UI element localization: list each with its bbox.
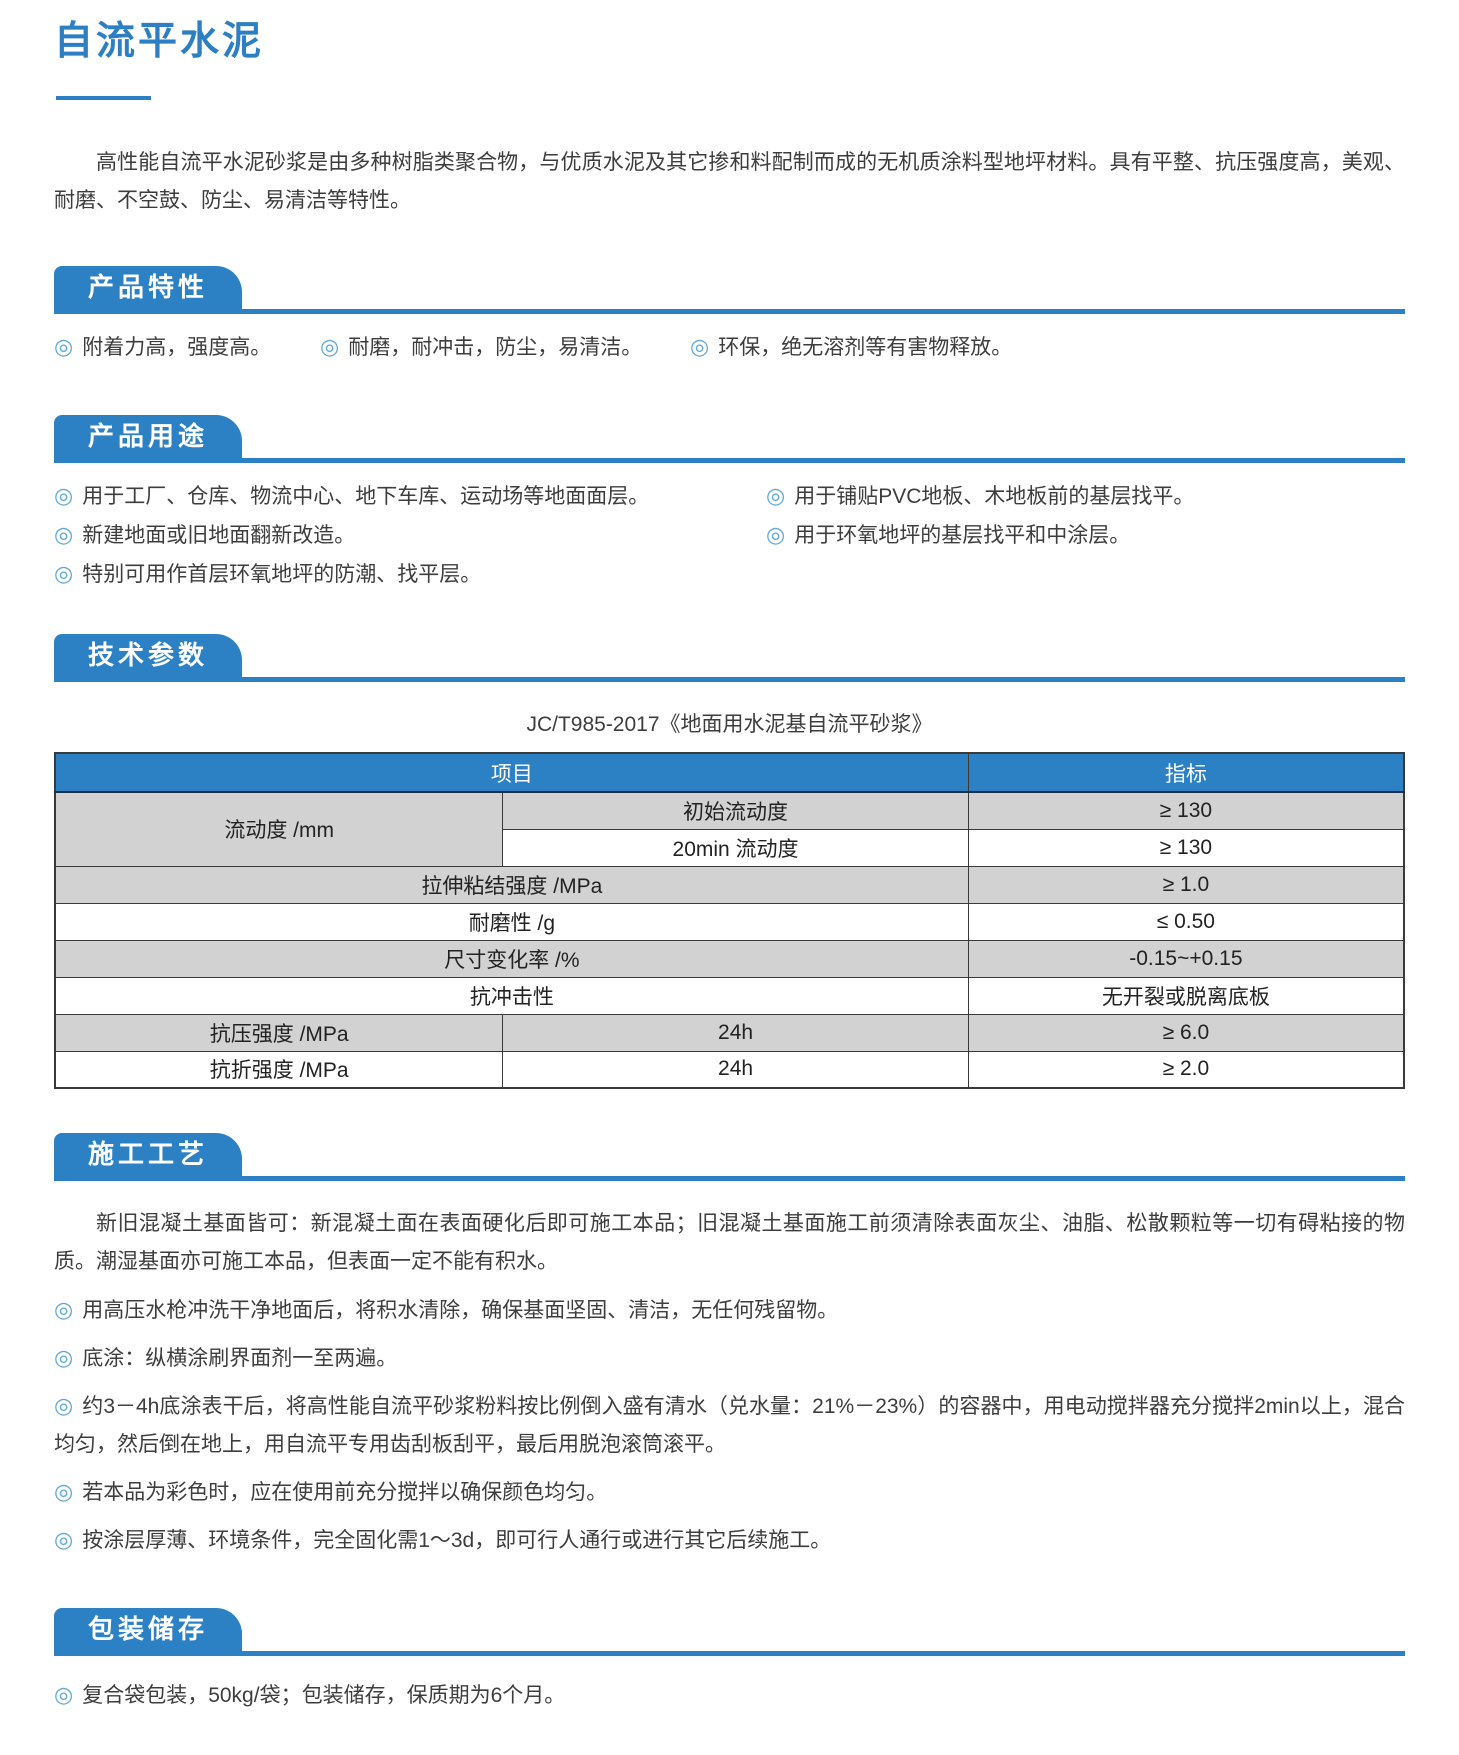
uses-list: ◎ 用于工厂、仓库、物流中心、地下车库、运动场等地面面层。 ◎ 新建地面或旧地面翻新… [54, 477, 1405, 594]
spec-table: 项目 指标 流动度 /mm 初始流动度 ≥ 130 20min 流动度 ≥ 13… [54, 752, 1405, 1089]
bullseye-bullet-icon: ◎ [54, 1297, 74, 1322]
feature-item: ◎ 附着力高，强度高。 [54, 328, 320, 367]
process-item-text: 用高压水枪冲洗干净地面后，将积水清除，确保基面坚固、清洁，无任何残留物。 [82, 1299, 839, 1322]
table-row: 流动度 /mm 初始流动度 ≥ 130 [54, 791, 1405, 867]
cell-flexural-label: 抗折强度 /MPa [54, 1050, 504, 1089]
section-header-tech: 技术参数 [54, 634, 1405, 682]
feature-item-text: 环保，绝无溶剂等有害物释放。 [718, 336, 1013, 359]
process-list: ◎ 用高压水枪冲洗干净地面后，将积水清除，确保基面坚固、清洁，无任何残留物。 ◎ 底… [54, 1291, 1405, 1560]
features-list: ◎ 附着力高，强度高。 ◎ 耐磨，耐冲击，防尘，易清洁。 ◎ 环保，绝无溶剂等有害物释… [54, 328, 1405, 367]
use-item: ◎ 新建地面或旧地面翻新改造。 [54, 516, 766, 555]
page-title: 自流平水泥 [54, 20, 265, 63]
section-header-features: 产品特性 [54, 266, 1405, 314]
cell-compressive-value: ≥ 6.0 [967, 1013, 1405, 1052]
use-item: ◎ 用于环氧地坪的基层找平和中涂层。 [766, 516, 1405, 555]
bullseye-bullet-icon: ◎ [54, 334, 74, 359]
cell-flow-initial-value: ≥ 130 [967, 791, 1405, 830]
use-item-text: 特别可用作首层环氧地坪的防潮、找平层。 [82, 563, 482, 586]
cell-dimension-value: -0.15~+0.15 [967, 939, 1405, 978]
title-underline [56, 96, 151, 100]
cell-compressive-label: 抗压强度 /MPa [54, 1013, 504, 1052]
uses-list-left: ◎ 用于工厂、仓库、物流中心、地下车库、运动场等地面面层。 ◎ 新建地面或旧地面翻新… [54, 477, 766, 594]
section-tab-features: 产品特性 [54, 266, 243, 309]
packaging-item-text: 复合袋包装，50kg/袋；包装储存，保质期为6个月。 [82, 1684, 566, 1707]
bullseye-bullet-icon: ◎ [54, 1345, 74, 1370]
section-tab-tech: 技术参数 [54, 634, 243, 677]
process-paragraph: 新旧混凝土基面皆可：新混凝土面在表面硬化后即可施工本品；旧混凝土基面施工前须清除… [54, 1212, 1405, 1273]
use-item: ◎ 特别可用作首层环氧地坪的防潮、找平层。 [54, 555, 766, 594]
process-item-text: 约3－4h底涂表干后，将高性能自流平砂浆粉料按比例倒入盛有清水（兑水量：21%－… [54, 1395, 1405, 1456]
section-header-packaging: 包装储存 [54, 1608, 1405, 1656]
intro-paragraph: 高性能自流平水泥砂浆是由多种树脂类聚合物，与优质水泥及其它掺和料配制而成的无机质… [54, 151, 1405, 212]
use-item: ◎ 用于工厂、仓库、物流中心、地下车库、运动场等地面面层。 [54, 477, 766, 516]
uses-list-right: ◎ 用于铺贴PVC地板、木地板前的基层找平。 ◎ 用于环氧地坪的基层找平和中涂层。 [766, 477, 1405, 594]
cell-flow-label: 流动度 /mm [54, 791, 504, 867]
table-row: 抗折强度 /MPa 24h ≥ 2.0 [54, 1050, 1405, 1089]
process-item: ◎ 若本品为彩色时，应在使用前充分搅拌以确保颜色均匀。 [54, 1473, 1405, 1512]
use-item-text: 新建地面或旧地面翻新改造。 [82, 524, 356, 547]
section-tab-packaging: 包装储存 [54, 1608, 243, 1651]
bullseye-bullet-icon: ◎ [766, 483, 786, 508]
cell-impact-value: 无开裂或脱离底板 [967, 976, 1405, 1015]
use-item-text: 用于铺贴PVC地板、木地板前的基层找平。 [794, 485, 1195, 508]
bullseye-bullet-icon: ◎ [54, 1393, 74, 1418]
process-item-text: 按涂层厚薄、环境条件，完全固化需1～3d，即可行人通行或进行其它后续施工。 [82, 1529, 832, 1552]
cell-flow-initial: 初始流动度 [502, 791, 969, 830]
feature-item-text: 附着力高，强度高。 [82, 336, 272, 359]
section-tab-uses: 产品用途 [54, 415, 243, 458]
feature-item-text: 耐磨，耐冲击，防尘，易清洁。 [348, 336, 643, 359]
cell-tensile-value: ≥ 1.0 [967, 865, 1405, 904]
bullseye-bullet-icon: ◎ [54, 522, 74, 547]
use-item-text: 用于环氧地坪的基层找平和中涂层。 [794, 524, 1131, 547]
cell-abrasion-value: ≤ 0.50 [967, 902, 1405, 941]
process-item: ◎ 用高压水枪冲洗干净地面后，将积水清除，确保基面坚固、清洁，无任何残留物。 [54, 1291, 1405, 1330]
cell-compressive-time: 24h [502, 1013, 969, 1052]
feature-item: ◎ 耐磨，耐冲击，防尘，易清洁。 [320, 328, 690, 367]
table-row: 拉伸粘结强度 /MPa ≥ 1.0 [54, 865, 1405, 904]
feature-item: ◎ 环保，绝无溶剂等有害物释放。 [690, 328, 1405, 367]
bullseye-bullet-icon: ◎ [766, 522, 786, 547]
process-item: ◎ 按涂层厚薄、环境条件，完全固化需1～3d，即可行人通行或进行其它后续施工。 [54, 1521, 1405, 1560]
table-header-row: 项目 指标 [54, 752, 1405, 793]
table-row: 耐磨性 /g ≤ 0.50 [54, 902, 1405, 941]
use-item-text: 用于工厂、仓库、物流中心、地下车库、运动场等地面面层。 [82, 485, 650, 508]
table-row: 抗冲击性 无开裂或脱离底板 [54, 976, 1405, 1015]
process-item-text: 若本品为彩色时，应在使用前充分搅拌以确保颜色均匀。 [82, 1481, 608, 1504]
section-header-process: 施工工艺 [54, 1133, 1405, 1181]
cell-abrasion-label: 耐磨性 /g [54, 902, 969, 941]
bullseye-bullet-icon: ◎ [54, 1682, 74, 1707]
col-header-item: 项目 [54, 752, 969, 793]
bullseye-bullet-icon: ◎ [54, 1527, 74, 1552]
cell-flexural-value: ≥ 2.0 [967, 1050, 1405, 1089]
packaging-list: ◎ 复合袋包装，50kg/袋；包装储存，保质期为6个月。 [54, 1676, 1405, 1715]
bullseye-bullet-icon: ◎ [54, 483, 74, 508]
cell-dimension-label: 尺寸变化率 /% [54, 939, 969, 978]
table-row: 20min 流动度 ≥ 130 [55, 828, 1405, 867]
table-caption: JC/T985-2017《地面用水泥基自流平砂浆》 [526, 713, 933, 736]
process-item: ◎ 底涂：纵横涂刷界面剂一至两遍。 [54, 1339, 1405, 1378]
table-row: 抗压强度 /MPa 24h ≥ 6.0 [54, 1013, 1405, 1052]
use-item: ◎ 用于铺贴PVC地板、木地板前的基层找平。 [766, 477, 1405, 516]
cell-tensile-label: 拉伸粘结强度 /MPa [54, 865, 969, 904]
process-item-text: 底涂：纵横涂刷界面剂一至两遍。 [82, 1347, 398, 1370]
process-item: ◎ 约3－4h底涂表干后，将高性能自流平砂浆粉料按比例倒入盛有清水（兑水量：21%… [54, 1387, 1405, 1464]
bullseye-bullet-icon: ◎ [54, 561, 74, 586]
packaging-item: ◎ 复合袋包装，50kg/袋；包装储存，保质期为6个月。 [54, 1676, 1405, 1715]
section-tab-process: 施工工艺 [54, 1133, 243, 1176]
bullseye-bullet-icon: ◎ [54, 1479, 74, 1504]
bullseye-bullet-icon: ◎ [320, 334, 340, 359]
cell-impact-label: 抗冲击性 [54, 976, 969, 1015]
cell-flexural-time: 24h [502, 1050, 969, 1089]
table-row: 尺寸变化率 /% -0.15~+0.15 [54, 939, 1405, 978]
cell-flow-20min: 20min 流动度 [502, 828, 969, 867]
cell-flow-20min-value: ≥ 130 [967, 828, 1405, 867]
col-header-indicator: 指标 [967, 752, 1405, 793]
section-header-uses: 产品用途 [54, 415, 1405, 463]
bullseye-bullet-icon: ◎ [690, 334, 710, 359]
